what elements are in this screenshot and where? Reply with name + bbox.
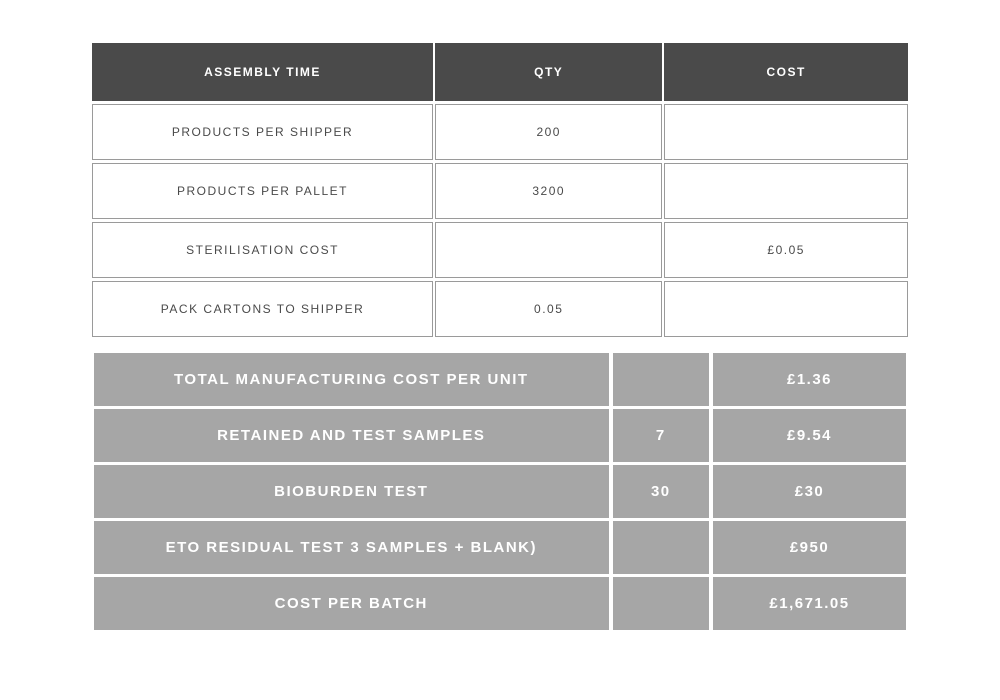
col-header-qty: QTY — [435, 43, 662, 101]
row-qty: 0.05 — [435, 281, 662, 337]
row-qty: 3200 — [435, 163, 662, 219]
row-label: PRODUCTS PER SHIPPER — [92, 104, 433, 160]
col-header-cost: COST — [664, 43, 908, 101]
row-qty — [435, 222, 662, 278]
summary-qty: 30 — [613, 465, 709, 518]
summary-cost: £950 — [713, 521, 906, 574]
cost-breakdown-document: ASSEMBLY TIME QTY COST PRODUCTS PER SHIP… — [90, 40, 910, 633]
summary-cost: £9.54 — [713, 409, 906, 462]
summary-label: BIOBURDEN TEST — [94, 465, 609, 518]
table-row: RETAINED AND TEST SAMPLES 7 £9.54 — [94, 409, 906, 462]
table-row: COST PER BATCH £1,671.05 — [94, 577, 906, 630]
row-label: STERILISATION COST — [92, 222, 433, 278]
assembly-cost-table: ASSEMBLY TIME QTY COST PRODUCTS PER SHIP… — [90, 40, 910, 340]
summary-label: ETO RESIDUAL TEST 3 SAMPLES + BLANK) — [94, 521, 609, 574]
row-cost — [664, 281, 908, 337]
row-cost — [664, 163, 908, 219]
table-row: ETO RESIDUAL TEST 3 SAMPLES + BLANK) £95… — [94, 521, 906, 574]
summary-cost: £1.36 — [713, 353, 906, 406]
table-row: PACK CARTONS TO SHIPPER 0.05 — [92, 281, 908, 337]
summary-cost: £30 — [713, 465, 906, 518]
table-row: TOTAL MANUFACTURING COST PER UNIT £1.36 — [94, 353, 906, 406]
row-qty: 200 — [435, 104, 662, 160]
summary-label: COST PER BATCH — [94, 577, 609, 630]
col-header-assembly-time: ASSEMBLY TIME — [92, 43, 433, 101]
table-row: PRODUCTS PER SHIPPER 200 — [92, 104, 908, 160]
summary-cost-table: TOTAL MANUFACTURING COST PER UNIT £1.36 … — [90, 350, 910, 633]
summary-qty: 7 — [613, 409, 709, 462]
table-row: PRODUCTS PER PALLET 3200 — [92, 163, 908, 219]
summary-qty — [613, 353, 709, 406]
summary-qty — [613, 577, 709, 630]
row-cost: £0.05 — [664, 222, 908, 278]
summary-cost: £1,671.05 — [713, 577, 906, 630]
summary-qty — [613, 521, 709, 574]
row-label: PACK CARTONS TO SHIPPER — [92, 281, 433, 337]
table-row: BIOBURDEN TEST 30 £30 — [94, 465, 906, 518]
row-cost — [664, 104, 908, 160]
summary-label: RETAINED AND TEST SAMPLES — [94, 409, 609, 462]
row-label: PRODUCTS PER PALLET — [92, 163, 433, 219]
table-header-row: ASSEMBLY TIME QTY COST — [92, 43, 908, 101]
summary-label: TOTAL MANUFACTURING COST PER UNIT — [94, 353, 609, 406]
table-row: STERILISATION COST £0.05 — [92, 222, 908, 278]
